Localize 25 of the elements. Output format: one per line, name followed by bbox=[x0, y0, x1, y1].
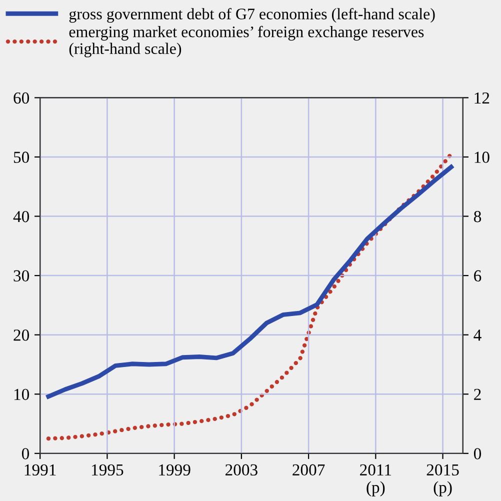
y-tick-label: 50 bbox=[14, 152, 30, 163]
y-tick-label: 60 bbox=[14, 92, 30, 104]
y2-tick-label: 12 bbox=[474, 92, 490, 104]
y2-tick-label: 0 bbox=[474, 448, 482, 460]
x-tick-label: 1991 bbox=[24, 464, 56, 476]
x-tick-label: 1995 bbox=[92, 464, 124, 476]
line-series bbox=[46, 152, 454, 441]
y2-tick-label: 6 bbox=[474, 270, 482, 282]
x-tick-label: 2003 bbox=[226, 464, 258, 476]
y-tick-label: 30 bbox=[14, 270, 30, 282]
line-series bbox=[46, 164, 454, 399]
y2-tick-label: 8 bbox=[474, 210, 482, 222]
y-tick-label: 40 bbox=[13, 210, 30, 222]
y-tick-label: 20 bbox=[14, 330, 30, 341]
y-tick-label: 0 bbox=[22, 448, 30, 460]
x-tick-label: 2011 (p) bbox=[360, 464, 392, 496]
legend-label: gross government debt of G7 economies (left-hand scale) bbox=[69, 8, 435, 23]
y2-tick-label: 2 bbox=[474, 388, 481, 400]
x-tick-label: 2015 (p) bbox=[426, 464, 459, 496]
x-tick-label: 1999 bbox=[159, 464, 190, 476]
x-tick-label: 2007 bbox=[292, 464, 325, 476]
legend-label: emerging market economies’ foreign exchange reserves (right-hand scale) bbox=[69, 26, 424, 58]
y-tick-label: 10 bbox=[14, 388, 30, 400]
y2-tick-label: 10 bbox=[474, 152, 490, 163]
y2-tick-label: 4 bbox=[474, 330, 482, 341]
